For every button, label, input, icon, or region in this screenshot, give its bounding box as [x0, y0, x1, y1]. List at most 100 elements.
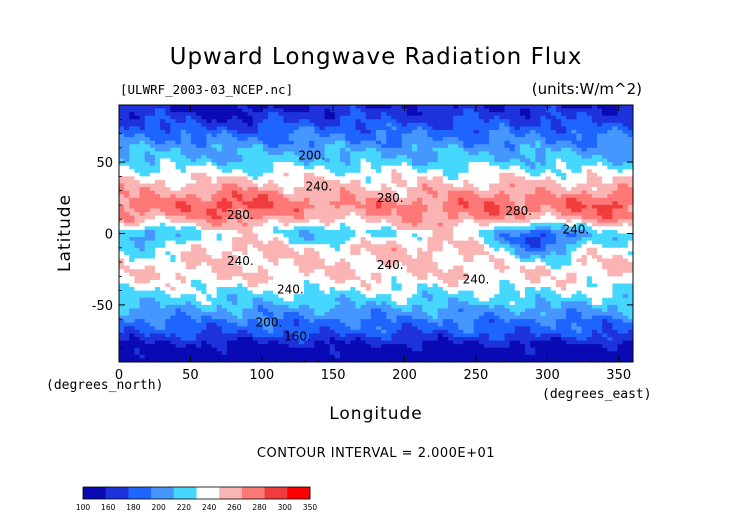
field-cell	[324, 140, 331, 145]
field-cell	[119, 247, 125, 252]
field-cell	[175, 176, 182, 181]
field-cell	[401, 254, 408, 260]
field-cell	[581, 276, 588, 281]
field-cell	[237, 212, 243, 217]
field-cell	[170, 183, 177, 188]
field-cell	[365, 215, 372, 220]
field-cell	[586, 219, 593, 224]
field-cell	[160, 115, 166, 120]
field-cell	[525, 140, 531, 145]
field-cell	[232, 105, 238, 110]
field-cell	[206, 251, 213, 256]
field-cell	[262, 194, 269, 199]
field-cell	[288, 194, 295, 199]
field-cell	[411, 226, 418, 231]
field-cell	[468, 187, 475, 192]
field-cell	[617, 154, 624, 160]
field-cell	[489, 229, 495, 235]
field-cell	[129, 179, 136, 185]
field-cell	[617, 162, 624, 167]
field-cell	[591, 179, 598, 185]
field-cell	[555, 147, 562, 152]
field-cell	[293, 197, 300, 202]
field-cell	[309, 154, 315, 160]
field-cell	[422, 229, 428, 235]
field-cell	[124, 219, 130, 224]
field-cell	[160, 204, 166, 210]
field-cell	[201, 137, 207, 142]
field-cell	[545, 240, 552, 245]
field-cell	[180, 197, 187, 202]
field-cell	[401, 262, 408, 267]
field-cell	[360, 108, 367, 113]
field-cell	[381, 133, 387, 138]
field-cell	[237, 105, 243, 110]
field-cell	[257, 233, 264, 238]
field-cell	[437, 208, 444, 213]
field-cell	[530, 265, 536, 270]
field-cell	[355, 244, 362, 249]
field-cell	[257, 190, 264, 195]
field-cell	[391, 237, 398, 242]
field-cell	[473, 208, 480, 213]
field-cell	[550, 219, 557, 224]
field-cell	[242, 276, 249, 281]
field-cell	[561, 183, 567, 188]
field-cell	[422, 247, 428, 252]
field-cell	[540, 226, 547, 231]
field-cell	[134, 129, 141, 135]
field-cell	[391, 151, 398, 156]
field-cell	[119, 162, 125, 167]
field-cell	[370, 183, 377, 188]
field-cell	[422, 176, 428, 181]
field-cell	[561, 144, 567, 149]
field-cell	[334, 204, 341, 210]
field-cell	[216, 194, 223, 199]
field-cell	[514, 215, 521, 220]
field-cell	[298, 279, 305, 285]
field-cell	[129, 247, 136, 252]
field-cell	[247, 147, 254, 152]
field-cell	[185, 208, 192, 213]
field-cell	[232, 151, 238, 156]
field-cell	[273, 137, 279, 142]
field-cell	[283, 258, 290, 263]
field-cell	[555, 219, 562, 224]
field-cell	[411, 212, 418, 217]
field-cell	[119, 272, 125, 277]
field-cell	[139, 151, 146, 156]
field-cell	[401, 190, 408, 195]
field-cell	[509, 158, 516, 163]
field-cell	[283, 119, 290, 124]
field-cell	[483, 233, 490, 238]
field-cell	[309, 151, 315, 156]
field-cell	[591, 158, 598, 163]
field-cell	[334, 162, 341, 167]
field-cell	[190, 204, 197, 210]
field-cell	[237, 272, 243, 277]
field-cell	[201, 169, 207, 174]
field-cell	[478, 215, 485, 220]
field-cell	[226, 105, 233, 110]
field-cell	[278, 122, 285, 128]
field-cell	[432, 154, 439, 160]
field-cell	[602, 244, 608, 249]
field-cell	[422, 169, 428, 174]
field-cell	[139, 247, 146, 252]
field-cell	[612, 258, 619, 263]
field-cell	[309, 251, 315, 256]
field-cell	[329, 122, 336, 128]
field-cell	[396, 112, 403, 117]
field-cell	[422, 154, 428, 160]
field-cell	[175, 265, 182, 270]
field-cell	[329, 190, 336, 195]
field-cell	[622, 140, 629, 145]
field-cell	[170, 162, 177, 167]
field-cell	[427, 240, 434, 245]
field-cell	[514, 162, 521, 167]
field-cell	[576, 129, 583, 135]
field-cell	[473, 158, 480, 163]
field-cell	[494, 165, 500, 170]
field-cell	[566, 247, 572, 252]
field-cell	[617, 172, 624, 177]
